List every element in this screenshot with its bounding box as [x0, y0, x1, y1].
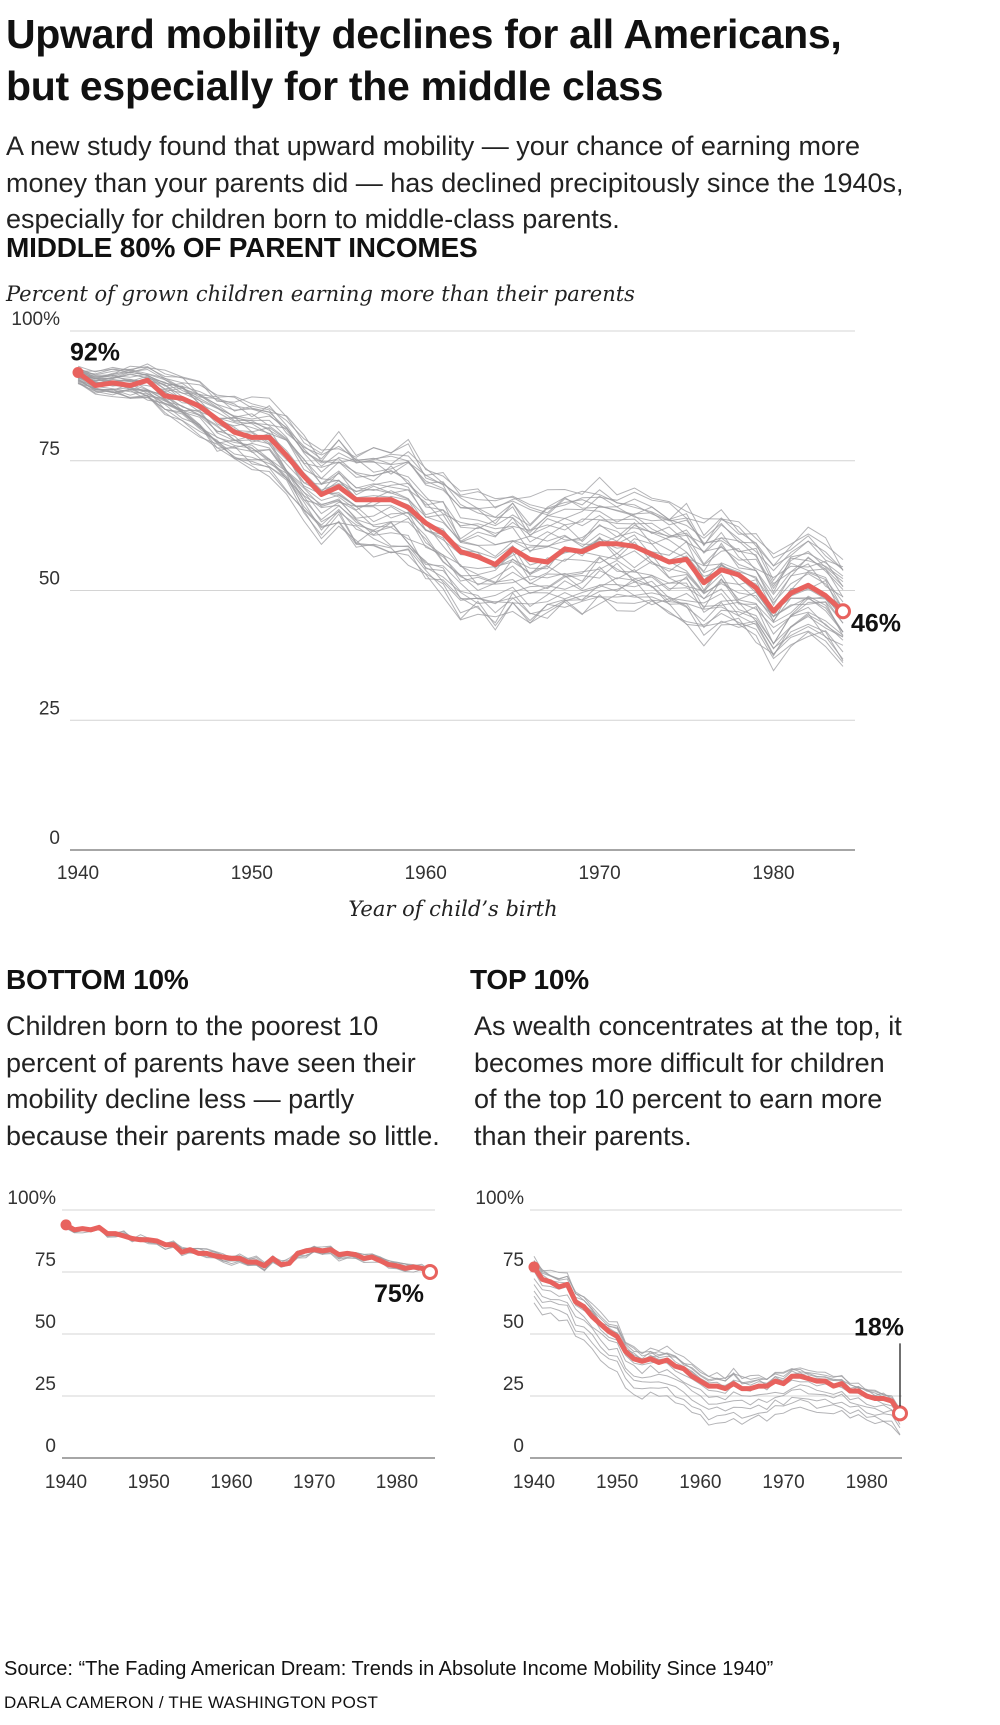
percentile-line	[533, 1302, 901, 1436]
y-tick-label: 100%	[475, 1188, 524, 1209]
y-tick-label: 75	[503, 1250, 524, 1271]
highlight-series-line	[531, 1264, 903, 1416]
x-tick-label: 1980	[846, 1472, 888, 1493]
percentile-line	[77, 363, 844, 560]
x-tick-label: 1940	[45, 1472, 87, 1493]
data-label: 92%	[70, 339, 120, 367]
blurb-line: mobility decline less — partly	[6, 1084, 355, 1114]
headline-line: but especially for the middle class	[6, 63, 664, 109]
x-tick-label: 1940	[513, 1472, 555, 1493]
percentile-line	[533, 1255, 901, 1410]
highlight-series-line	[75, 370, 846, 614]
percentile-line	[77, 373, 844, 633]
series-start-point	[72, 367, 84, 379]
bottom-chart: 0 25 50 75 100% 1940 1950 1960 1970 1980 75%	[7, 1188, 438, 1493]
x-tick-label: 1980	[752, 863, 794, 884]
y-tick-label: 75	[39, 439, 60, 460]
percentile-line	[77, 371, 844, 588]
headline: Upward mobility declines for all America…	[6, 8, 986, 112]
percentile-line	[77, 369, 844, 587]
percentile-line	[533, 1260, 901, 1409]
intro-text: A new study found that upward mobility —…	[6, 128, 966, 238]
top-chart-blurb: As wealth concentrates at the top, it be…	[474, 1008, 974, 1154]
percentile-line	[77, 379, 844, 645]
x-tick-label: 1960	[679, 1472, 721, 1493]
percentile-lines	[533, 1255, 901, 1436]
main-chart: 0 25 50 75 100% 1940 1950 1960 1970 1980 Year of c…	[11, 309, 901, 921]
percentile-line	[77, 367, 844, 571]
percentile-line	[77, 365, 844, 568]
series-start-point	[60, 1219, 72, 1231]
y-tick-label: 100%	[11, 309, 60, 330]
x-tick-label: 1970	[578, 863, 620, 884]
y-tick-label: 50	[35, 1312, 56, 1333]
y-tick-label: 0	[513, 1436, 524, 1457]
intro-line: money than your parents did — has declin…	[6, 167, 904, 198]
percentile-line	[77, 381, 844, 664]
data-label: 75%	[374, 1280, 424, 1308]
highlight-series-line	[63, 1222, 433, 1275]
x-tick-label: 1950	[128, 1472, 170, 1493]
percentile-line	[77, 371, 844, 594]
y-tick-label: 25	[503, 1374, 524, 1395]
top-chart: 0 25 50 75 100% 1940 1950 1960 1970 1980 18%	[475, 1188, 908, 1493]
x-tick-label: 1960	[210, 1472, 252, 1493]
data-label: 46%	[851, 609, 901, 637]
blurb-line: percent of parents have seen their	[6, 1047, 416, 1078]
x-tick-label: 1960	[405, 863, 447, 884]
series-end-point	[835, 603, 851, 620]
y-tick-label: 0	[49, 828, 60, 849]
bottom-chart-heading: BOTTOM 10%	[6, 964, 189, 995]
series-end-point	[892, 1405, 908, 1422]
x-axis-label: Year of child’s birth	[348, 897, 557, 921]
percentile-line	[65, 1223, 431, 1270]
y-tick-label: 0	[45, 1436, 56, 1457]
x-tick-label: 1970	[293, 1472, 335, 1493]
source-note: Source: “The Fading American Dream: Tren…	[4, 1658, 774, 1680]
y-tick-label: 100%	[7, 1188, 56, 1209]
percentile-line	[77, 376, 844, 636]
percentile-line	[77, 368, 844, 572]
series-start-point	[528, 1261, 540, 1273]
x-tick-label: 1950	[231, 863, 273, 884]
blurb-line: of the top 10 percent to earn more	[474, 1084, 883, 1114]
y-tick-label: 75	[35, 1250, 56, 1271]
intro-line: especially for children born to middle-c…	[6, 204, 620, 234]
percentile-line	[77, 378, 844, 650]
x-tick-label: 1950	[596, 1472, 638, 1493]
series-end-point	[422, 1264, 438, 1280]
y-tick-label: 25	[39, 698, 60, 719]
percentile-line	[533, 1295, 901, 1435]
headline-line: Upward mobility declines for all America…	[6, 11, 842, 57]
blurb-line: Children born to the poorest 10	[6, 1011, 379, 1041]
blurb-line: As wealth concentrates at the top, it	[474, 1011, 902, 1041]
bottom-chart-blurb: Children born to the poorest 10 percent …	[6, 1008, 466, 1154]
data-label: 18%	[854, 1313, 904, 1341]
percentile-line	[533, 1290, 901, 1429]
percentile-line	[533, 1278, 901, 1420]
top-chart-heading: TOP 10%	[470, 964, 589, 995]
y-tick-label: 25	[35, 1374, 56, 1395]
blurb-line: than their parents.	[474, 1120, 692, 1151]
percentile-line	[533, 1262, 901, 1416]
blurb-line: becomes more difficult for children	[474, 1047, 885, 1078]
percentile-line	[533, 1284, 901, 1425]
blurb-line: because their parents made so little.	[6, 1120, 440, 1151]
intro-line: A new study found that upward mobility —…	[6, 131, 860, 161]
y-tick-label: 50	[39, 569, 60, 590]
percentile-line	[77, 376, 844, 657]
main-chart-subtitle: Percent of grown children earning more t…	[6, 282, 635, 306]
credit-line: DARLA CAMERON / THE WASHINGTON POST	[4, 1693, 379, 1712]
x-tick-label: 1940	[57, 863, 99, 884]
percentile-line	[77, 374, 844, 598]
y-tick-label: 50	[503, 1312, 524, 1333]
main-chart-heading: MIDDLE 80% OF PARENT INCOMES	[6, 232, 478, 263]
percentile-lines	[77, 363, 844, 672]
percentile-lines	[65, 1223, 431, 1275]
x-tick-label: 1980	[376, 1472, 418, 1493]
percentile-line	[77, 376, 844, 624]
x-tick-label: 1970	[762, 1472, 804, 1493]
